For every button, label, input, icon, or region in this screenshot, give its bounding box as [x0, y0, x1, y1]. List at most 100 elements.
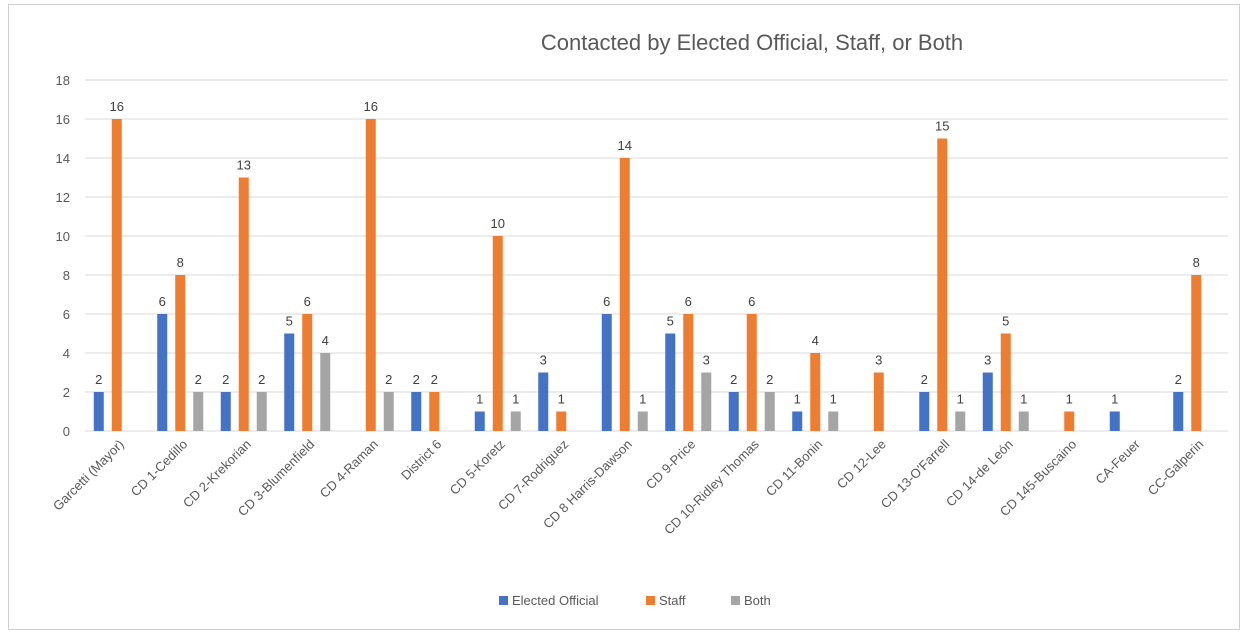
- data-label: 2: [766, 372, 773, 387]
- gridlines: [85, 79, 1228, 432]
- y-tick-label: 18: [56, 73, 70, 88]
- x-category-label: District 6: [398, 437, 444, 483]
- bar-both: [193, 392, 204, 431]
- legend-swatch: [499, 596, 508, 605]
- data-label: 6: [748, 294, 755, 309]
- data-label: 6: [603, 294, 610, 309]
- bar-both: [1018, 411, 1029, 431]
- x-category-label: CD 1-Cedillo: [128, 437, 191, 500]
- y-tick-label: 2: [63, 385, 70, 400]
- bar-staff: [1191, 275, 1202, 431]
- y-tick-label: 14: [56, 151, 70, 166]
- bar-both: [637, 411, 648, 431]
- data-label: 2: [1175, 372, 1182, 387]
- bar-staff: [1000, 333, 1011, 431]
- y-tick-label: 6: [63, 307, 70, 322]
- bar-staff: [238, 177, 249, 431]
- bars: [93, 119, 1202, 431]
- data-label: 1: [957, 392, 964, 407]
- data-label: 3: [984, 353, 991, 368]
- x-category-label: CD 14-de León: [943, 437, 1016, 510]
- data-label: 1: [558, 392, 565, 407]
- data-label: 5: [286, 314, 293, 329]
- bar-staff: [1064, 411, 1075, 431]
- y-tick-label: 4: [63, 346, 70, 361]
- x-category-label: Garcetti (Mayor): [50, 437, 127, 514]
- data-label: 1: [1020, 392, 1027, 407]
- x-category-label: CC-Galperin: [1145, 437, 1207, 499]
- data-label: 2: [195, 372, 202, 387]
- data-label: 6: [159, 294, 166, 309]
- bar-staff: [429, 392, 440, 431]
- bar-elected-official: [728, 392, 739, 431]
- legend-label: Elected Official: [512, 593, 599, 608]
- data-label: 8: [1193, 255, 1200, 270]
- bar-both: [955, 411, 966, 431]
- data-label: 2: [921, 372, 928, 387]
- bar-staff: [365, 119, 376, 431]
- bar-elected-official: [1109, 411, 1120, 431]
- data-label: 10: [491, 216, 505, 231]
- data-label: 2: [258, 372, 265, 387]
- data-label: 3: [875, 353, 882, 368]
- bar-staff: [810, 353, 821, 431]
- bar-both: [383, 392, 394, 431]
- data-label: 4: [322, 333, 329, 348]
- bar-staff: [492, 236, 503, 431]
- data-label: 6: [304, 294, 311, 309]
- bar-elected-official: [665, 333, 676, 431]
- bar-both: [510, 411, 521, 431]
- bar-both: [320, 353, 331, 431]
- bar-staff: [683, 314, 694, 431]
- bar-staff: [111, 119, 122, 431]
- bar-elected-official: [601, 314, 612, 431]
- data-label: 1: [830, 392, 837, 407]
- legend-label: Staff: [659, 593, 686, 608]
- y-tick-label: 10: [56, 229, 70, 244]
- data-label: 1: [476, 392, 483, 407]
- data-label: 5: [667, 314, 674, 329]
- data-label: 14: [618, 138, 632, 153]
- x-category-label: CD 5-Koretz: [447, 437, 508, 498]
- y-tick-label: 12: [56, 190, 70, 205]
- data-label: 1: [512, 392, 519, 407]
- x-category-label: CD 13-O'Farrell: [878, 436, 953, 511]
- x-category-label: CA-Feuer: [1092, 436, 1143, 487]
- data-label: 16: [364, 99, 378, 114]
- data-label: 2: [222, 372, 229, 387]
- bar-staff: [873, 372, 884, 431]
- data-label: 1: [794, 392, 801, 407]
- data-label: 1: [1111, 392, 1118, 407]
- data-label: 2: [730, 372, 737, 387]
- data-label: 13: [237, 158, 251, 173]
- data-label: 5: [1002, 314, 1009, 329]
- data-label: 15: [935, 119, 949, 134]
- x-category-label: CD 9-Price: [643, 437, 699, 493]
- bar-staff: [556, 411, 567, 431]
- x-category-label: CD 12-Lee: [834, 437, 889, 492]
- chart-title: Contacted by Elected Official, Staff, or…: [541, 30, 963, 55]
- legend-label: Both: [744, 593, 771, 608]
- data-label: 3: [540, 353, 547, 368]
- bar-both: [764, 392, 775, 431]
- bar-staff: [746, 314, 757, 431]
- data-label: 2: [95, 372, 102, 387]
- legend-swatch: [731, 596, 740, 605]
- bar-elected-official: [284, 333, 295, 431]
- bar-elected-official: [792, 411, 803, 431]
- bar-elected-official: [1173, 392, 1184, 431]
- bar-both: [828, 411, 839, 431]
- bar-elected-official: [93, 392, 104, 431]
- bar-staff: [302, 314, 313, 431]
- data-label: 2: [413, 372, 420, 387]
- bar-staff: [937, 138, 948, 431]
- data-label: 2: [431, 372, 438, 387]
- y-tick-label: 8: [63, 268, 70, 283]
- bar-elected-official: [538, 372, 549, 431]
- data-label: 3: [703, 353, 710, 368]
- bar-staff: [619, 158, 630, 431]
- data-label: 2: [385, 372, 392, 387]
- y-tick-label: 16: [56, 112, 70, 127]
